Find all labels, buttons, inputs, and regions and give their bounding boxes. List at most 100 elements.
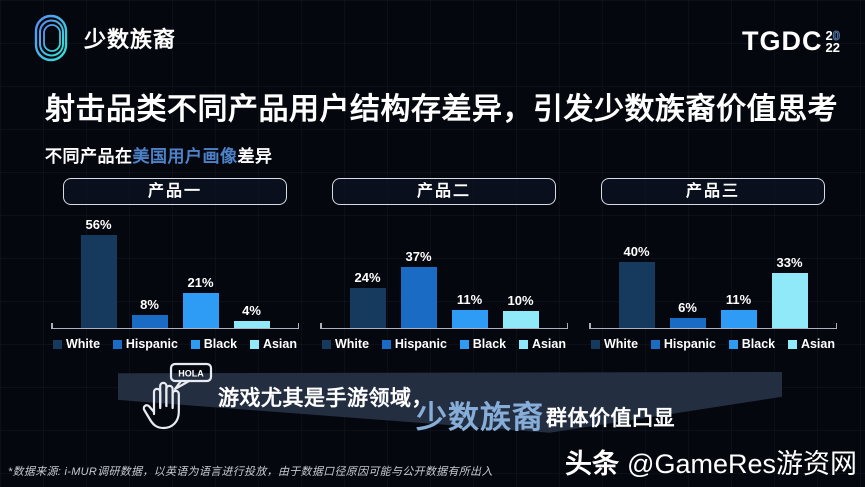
legend-item: Asian — [787, 337, 835, 351]
chart-subtitle: 不同产品在美国用户画像差异 — [45, 142, 273, 167]
watermark-handle: @GameRes游资网 — [627, 449, 857, 479]
bar-group: 24% — [349, 270, 386, 328]
watermark-brand: 头条 — [565, 449, 620, 479]
tgdc-year-digit: 2 — [825, 27, 833, 43]
legend-swatch — [459, 339, 469, 349]
legend-swatch — [53, 339, 62, 349]
bar-group: 6% — [669, 300, 706, 328]
legend-label: White — [335, 337, 370, 351]
legend-item: White — [322, 337, 369, 351]
x-axis — [589, 323, 837, 335]
bar-group: 21% — [182, 275, 219, 328]
bar-black — [451, 310, 488, 328]
banner-text-line2: 群体价值凸显 — [546, 407, 675, 430]
bar-value-label: 11% — [725, 292, 752, 307]
bar-value-label: 11% — [456, 292, 483, 307]
bar-hispanic — [669, 318, 706, 328]
minority-logo-icon — [34, 14, 68, 62]
legend-item: Hispanic — [381, 337, 447, 351]
legend-item: Asian — [518, 337, 566, 351]
bar-hispanic — [131, 315, 168, 328]
hola-bubble-label: HOLA — [178, 369, 204, 379]
banner-text-line1: 游戏尤其是手游领域， — [218, 387, 433, 410]
bar-value-label: 37% — [405, 249, 432, 264]
bar-value-label: 56% — [85, 217, 112, 232]
bar-asian — [233, 321, 270, 328]
subtitle-highlight: 美国用户画像 — [132, 147, 238, 166]
bar-group: 8% — [131, 297, 168, 328]
plot-area: 40% 6% 11% 33% — [586, 215, 840, 328]
bar-value-label: 24% — [354, 270, 381, 285]
legend-swatch — [322, 339, 331, 349]
subtitle-suffix: 差异 — [237, 147, 273, 166]
watermark: 头条 @GameRes游资网 — [565, 442, 857, 481]
legend-swatch — [249, 339, 259, 349]
legend-item: Hispanic — [112, 337, 178, 351]
legend-item: White — [53, 337, 100, 351]
bar-group: 10% — [502, 293, 539, 328]
bar-white — [80, 235, 117, 328]
bar-group: 56% — [80, 217, 117, 328]
bar-value-label: 8% — [140, 297, 159, 312]
bar-group: 4% — [233, 303, 270, 328]
chart-panel: 产品一 56% 8% 21% 4% White Hispanic — [48, 178, 302, 351]
legend-swatch — [728, 339, 738, 349]
tgdc-logo-years: 20 22 — [825, 27, 841, 54]
bar-group: 37% — [400, 249, 437, 328]
legend-label: Hispanic — [394, 337, 447, 351]
legend-label: Black — [472, 337, 507, 351]
legend-label: Asian — [531, 337, 566, 351]
x-axis — [320, 323, 568, 335]
data-source-note: *数据来源: i-MUR调研数据，以英语为语言进行投放，由于数据口径原因可能与公… — [8, 466, 493, 478]
legend-swatch — [518, 339, 528, 349]
bar-group: 11% — [720, 292, 757, 328]
legend-label: Black — [741, 337, 776, 351]
legend: White Hispanic Black Asian — [317, 335, 571, 351]
banner-text-highlight: 少数族裔 — [416, 400, 544, 435]
legend-item: Black — [459, 337, 507, 351]
hola-hand-icon: HOLA — [142, 362, 213, 430]
plot-area: 24% 37% 11% 10% — [317, 215, 571, 328]
legend-item: Black — [728, 337, 776, 351]
legend-swatch — [591, 339, 600, 349]
legend-swatch — [650, 339, 660, 349]
tgdc-logo-text: TGDC — [742, 26, 823, 56]
chart-panel: 产品三 40% 6% 11% 33% White Hispanic — [586, 178, 840, 351]
legend-label: Black — [203, 337, 238, 351]
legend-swatch — [787, 339, 797, 349]
subtitle-prefix: 不同产品在 — [45, 147, 133, 166]
bar-black — [720, 310, 757, 328]
legend-item: White — [591, 337, 638, 351]
tgdc-logo: TGDC 20 22 — [742, 26, 840, 57]
bar-black — [182, 293, 219, 328]
legend-item: Hispanic — [650, 337, 716, 351]
chart-panel: 产品二 24% 37% 11% 10% White Hispanic — [317, 178, 571, 351]
product-header: 产品一 — [63, 178, 287, 205]
tgdc-year-zero: 0 — [832, 27, 840, 43]
bar-group: 33% — [771, 255, 808, 328]
bar-value-label: 6% — [678, 300, 697, 315]
bar-white — [618, 262, 655, 328]
legend: White Hispanic Black Asian — [48, 335, 302, 351]
section-title: 少数族裔 — [84, 27, 177, 52]
bar-value-label: 10% — [507, 293, 534, 308]
bar-value-label: 21% — [187, 275, 214, 290]
legend-item: Asian — [249, 337, 297, 351]
x-axis — [51, 323, 299, 335]
product-header: 产品三 — [601, 178, 825, 205]
product-header: 产品二 — [332, 178, 556, 205]
bar-value-label: 33% — [776, 255, 803, 270]
bar-hispanic — [400, 267, 437, 328]
page-title: 射击品类不同产品用户结构存差异，引发少数族裔价值思考 — [45, 93, 838, 126]
bar-asian — [771, 273, 808, 328]
brand: 少数族裔 — [28, 12, 176, 64]
legend-swatch — [190, 339, 200, 349]
legend-swatch — [381, 339, 391, 349]
bar-group: 40% — [618, 244, 655, 328]
bar-value-label: 4% — [242, 303, 261, 318]
legend-item: Black — [190, 337, 238, 351]
plot-area: 56% 8% 21% 4% — [48, 215, 302, 328]
legend-swatch — [112, 339, 122, 349]
bar-group: 11% — [451, 292, 488, 328]
